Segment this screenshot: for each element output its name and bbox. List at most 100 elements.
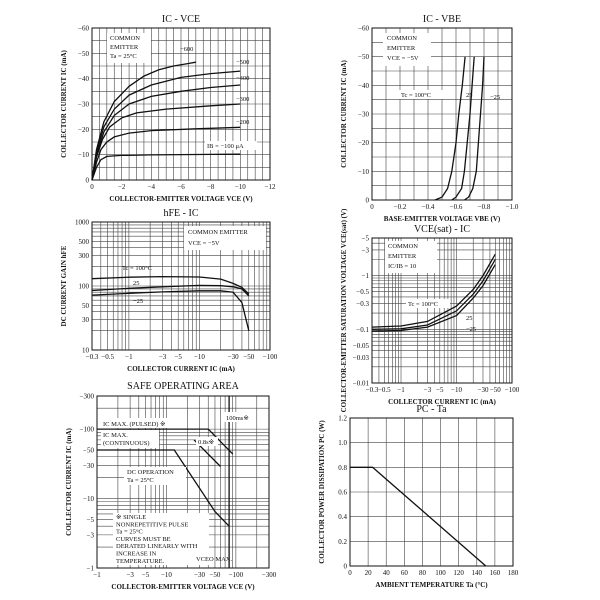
ic_vce-y-tick-label: −20	[78, 126, 89, 134]
soa-frame	[96, 395, 270, 569]
soa-note: INCREASE IN	[116, 551, 157, 558]
hfe_ic-x-tick-label: −30	[228, 353, 239, 361]
hfe_ic-y-tick-label: 300	[79, 252, 90, 260]
ic_vce-series-6	[91, 61, 196, 181]
soa-dc-operation: DC OPERATION	[127, 469, 174, 476]
vcesat_ic-y-axis-label: COLLECTOR-EMITTER SATURATION VOLTAGE VCE…	[340, 208, 348, 412]
pc_ta-x-tick-label: 180	[508, 569, 519, 577]
soa-series-1	[97, 449, 230, 527]
vcesat_ic-x-tick-label: −100	[505, 386, 520, 394]
soa-dc-operation: Ta = 25°C	[127, 477, 154, 484]
vcesat_ic-y-tick-label: −3	[362, 246, 370, 254]
hfe-annotation-box	[184, 226, 266, 250]
ic-vce-annotation-box	[107, 33, 151, 63]
ic_vce-series-3	[91, 103, 241, 181]
ic_vce-y-tick-label: −40	[78, 75, 89, 83]
vcesat_ic-y-tick-label: −1	[362, 272, 370, 280]
vcesat_ic-x-tick-label: −50	[490, 386, 501, 394]
ic_vce-chart: IC - VCE 0 −2 −4 −6 −8 −10 −12 0 −10 −20 −30 −40 −50 −…	[60, 14, 276, 203]
vcesat_ic-y-tick-label: −0.1	[356, 326, 369, 334]
soa-100ms-label: 100ms※	[226, 415, 249, 422]
pc_ta-title: PC - Ta	[416, 404, 447, 415]
soa-y-axis-label: COLLECTOR CURRENT IC (mA)	[65, 427, 73, 535]
pc_ta-x-tick-label: 20	[365, 569, 373, 577]
vcesat_ic-y-tick-label: −0.3	[356, 300, 369, 308]
ic_vce-title: IC - VCE	[162, 14, 200, 25]
soa-y-tick-label: −100	[80, 426, 95, 434]
pc_ta-y-tick-label: 0	[344, 563, 348, 571]
hfe-series-label: 25	[133, 280, 140, 287]
ic_vce-y-tick-label: −10	[78, 151, 89, 159]
hfe_ic-x-tick-label: −1	[125, 353, 133, 361]
ic_vce-x-tick-label: −8	[207, 183, 215, 191]
pc_ta-x-tick-label: 60	[401, 569, 409, 577]
soa-x-tick-label: −100	[229, 571, 244, 579]
ic_vbe-y-tick-label: −60	[358, 25, 369, 33]
soa-vceo-label: VCEO MAX.	[196, 556, 232, 563]
hfe_ic-y-axis-label: DC CURRENT GAIN hFE	[60, 245, 68, 326]
hfe_ic-x-tick-label: −5	[174, 353, 182, 361]
soa-ic-max-pulsed: IC MAX. (PULSED) ※	[103, 421, 166, 428]
ic_vbe-x-tick-label: 0	[370, 203, 374, 211]
vcesat_ic-x-tick-label: −0.5	[378, 386, 391, 394]
pc_ta-x-tick-label: 120	[453, 569, 464, 577]
ic_vbe-y-tick-label: −30	[358, 111, 369, 119]
soa-cont-box	[101, 430, 159, 448]
ic_vce-x-tick-label: −10	[235, 183, 246, 191]
hfe_ic-frame	[91, 221, 271, 351]
vcesat-annotation: COMMON	[388, 243, 418, 250]
hfe_ic-chart: hFE - IC −0.3 −0.5 −1 −3 −5 −10 −30 −50 −100 10 30 5…	[60, 208, 278, 373]
soa-x-axis-label: COLLECTOR-EMITTER VOLTAGE VCE (V)	[111, 583, 255, 591]
ic_vbe-y-axis-label: COLLECTOR CURRENT IC (mA)	[340, 59, 348, 167]
ic_vbe-frame	[371, 27, 513, 201]
soa-x-tick-label: −30	[194, 571, 205, 579]
ic_vce-frame	[91, 27, 271, 181]
ic-vce-annotation: Ta = 25°C	[110, 53, 137, 60]
pc_ta-y-tick-label: 1.0	[338, 439, 347, 447]
ic_vce-x-tick-label: 0	[90, 183, 94, 191]
soa-pulsed-box	[101, 418, 177, 428]
ic_vbe-x-tick-label: −0.6	[450, 203, 463, 211]
vcesat_ic-x-tick-label: −1	[397, 386, 405, 394]
ic_vbe-title: IC - VBE	[423, 14, 461, 25]
pc_ta-frame	[349, 417, 514, 567]
ic_vce-y-tick-label: −60	[78, 25, 89, 33]
hfe_ic-x-tick-label: −0.5	[101, 353, 114, 361]
vcesat-annotation: EMITTER	[388, 253, 417, 260]
soa-note: CURVES MUST BE	[116, 536, 171, 543]
ic-vce-annotation: EMITTER	[110, 44, 139, 51]
ic-vce-ib-label-box	[205, 141, 257, 150]
hfe_ic-x-tick-label: −0.3	[86, 353, 99, 361]
vcesat_ic-chart: VCE(sat) - IC−0.3 −0.5 −1 −3 −5 −10 −30 −50 −100…	[340, 208, 520, 412]
ic_vce-y-tick-label: −30	[78, 101, 89, 109]
ic_vbe-x-tick-label: −1.0	[506, 203, 519, 211]
pc_ta-y-axis-label: COLLECTOR POWER DISSIPATION PC (W)	[318, 420, 326, 564]
pc_ta-y-tick-label: 0.4	[338, 513, 347, 521]
vcesat_ic-series-1	[371, 253, 496, 328]
ic-vbe-series-label: 25	[466, 92, 473, 99]
soa-y-tick-label: −3	[87, 531, 95, 539]
ic-vbe-label-box	[399, 90, 443, 99]
hfe_ic-series-3	[91, 290, 250, 331]
pc_ta-x-axis-label: AMBIENT TEMPERATURE Ta (°C)	[375, 581, 488, 589]
pc_ta-x-tick-label: 40	[383, 569, 391, 577]
ic_vce-series-4	[91, 84, 241, 181]
hfe_ic-title: hFE - IC	[164, 208, 199, 219]
hfe-series-label: Tc = 100°C	[122, 265, 152, 272]
pc_ta-series-1	[350, 466, 487, 567]
ic_vce-x-tick-label: −2	[118, 183, 126, 191]
soa-ic-max-continuous: IC MAX.	[103, 432, 128, 439]
hfe-annotation: VCE = −5V	[188, 240, 220, 247]
ic_vce-x-tick-label: −12	[265, 183, 276, 191]
hfe_ic-x-tick-label: −50	[243, 353, 254, 361]
hfe_ic-x-axis-label: COLLECTOR CURRENT IC (mA)	[127, 365, 235, 373]
ic_vce-x-tick-label: −4	[148, 183, 156, 191]
soa-chart: SAFE OPERATING AREA −1 −3 −5 −10 −30 −50 −100 −3…	[65, 381, 277, 591]
pc_ta-x-tick-label: 160	[490, 569, 501, 577]
hfe_ic-series-2	[91, 284, 250, 297]
vcesat_ic-x-tick-label: −3	[424, 386, 432, 394]
vcesat_ic-frame	[371, 237, 513, 384]
pc_ta-y-tick-label: 0.2	[338, 538, 347, 546]
vcesat-series-label: Tc = 100°C	[408, 301, 438, 308]
ic-vbe-annotation: VCE = −5V	[387, 55, 419, 62]
